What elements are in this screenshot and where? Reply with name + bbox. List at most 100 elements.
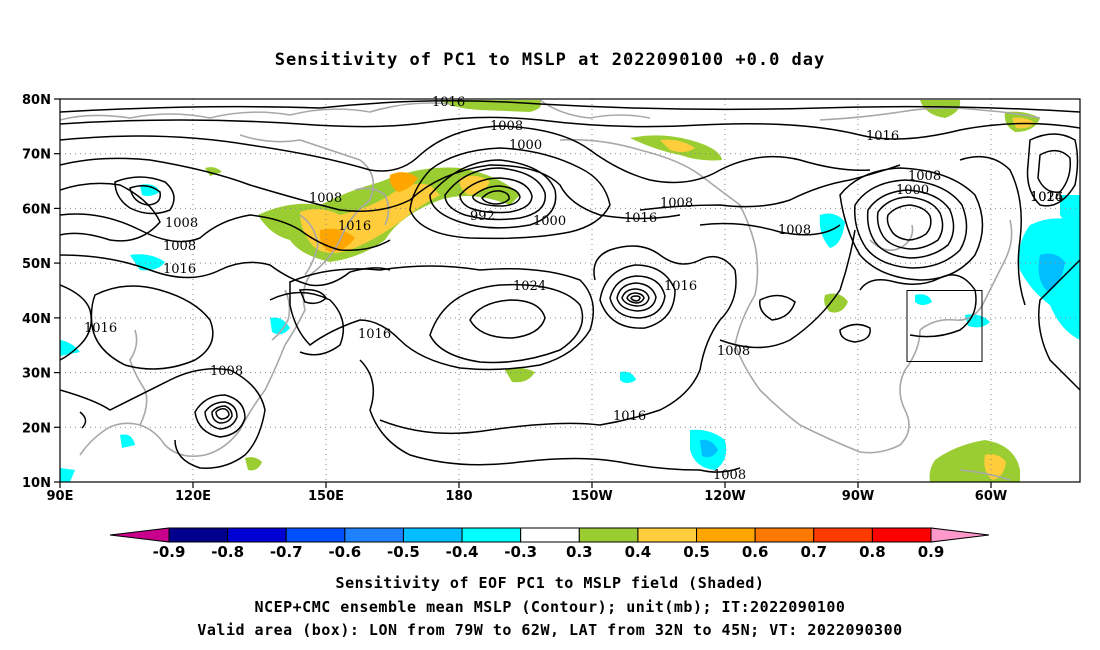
colorbar-cell [696,527,756,543]
shade-negative [819,213,845,248]
shade-negative [700,439,718,458]
lon-labels: 90E 120E 150E 180 150W 120W 90W 60W [47,489,1008,504]
shade-negative [1060,195,1080,230]
colorbar-cell [813,527,873,543]
contour-label: 1016 [624,211,657,226]
colorbar-label: -0.8 [211,543,244,560]
lon-label: 180 [445,489,472,504]
shade-positive [205,167,222,176]
contour-label: 1008 [778,223,811,238]
contour-label: 1016 [664,279,697,294]
contour-label: 1008 [490,119,523,134]
colorbar-label: -0.6 [328,543,361,560]
colorbar-cell [402,527,463,543]
colorbar-cell [578,527,639,543]
colorbar-cell [285,527,346,543]
shade-positive [660,139,695,153]
contour-label: 1016 [432,95,465,110]
shade-negative [620,371,636,383]
lat-label: 20N [22,421,51,436]
shade-negative [60,468,75,482]
colorbar-cell [871,527,932,543]
contour-label: 1016 [1030,190,1063,205]
lat-label: 30N [22,367,51,382]
contour-label: 1016 [338,219,371,234]
shade-negative [60,340,80,356]
lat-label: 60N [22,202,51,217]
footer-line-valid-area: Valid area (box): LON from 79W to 62W, L… [197,621,903,639]
contour-label: 1008 [660,196,693,211]
lon-label: 60W [975,489,1007,504]
contour-label: 1008 [713,468,746,483]
chart-title: Sensitivity of PC1 to MSLP at 2022090100… [274,50,826,70]
contour-label: 1000 [896,183,929,198]
lon-label: 150W [571,489,612,504]
valid-area-box [906,290,983,362]
shade-negative [915,294,932,305]
shade-negative [120,434,135,448]
contour-label: 1008 [165,216,198,231]
colorbar-cell [520,527,580,543]
contour-label: 992 [470,209,495,224]
plot-frame [59,98,1081,483]
shade-positive [920,100,961,118]
contour-label: 1000 [509,138,542,153]
colorbar-label: 0.7 [800,543,827,560]
shade-positive [824,293,848,313]
contour-label: 1024 [513,279,546,294]
colorbar-label: -0.7 [270,543,303,560]
contour-labels: 1016 1008 1000 1016 1008 1000 1008 1016 … [84,95,1063,483]
contour-label: 1008 [163,239,196,254]
contour-label: 1008 [210,364,243,379]
colorbar-label: 0.3 [566,543,593,560]
lat-labels: 80N 70N 60N 50N 40N 30N 20N 10N [22,93,51,491]
colorbar-label: -0.3 [504,543,537,560]
contour-label: 1024 [1030,190,1063,205]
colorbar-label: -0.9 [153,543,186,560]
colorbar-label: 0.6 [742,543,769,560]
contour-label: 1008 [717,344,750,359]
coastlines [60,99,1041,481]
shade-negative [140,184,160,196]
colorbar-cell [461,527,522,543]
contour-label: 1016 [84,321,117,336]
shade-positive [245,457,262,471]
colorbar-cell [344,527,404,543]
colorbar-max-triangle [930,527,990,543]
contour-label: 1016 [358,327,391,342]
lon-label: 120W [704,489,745,504]
colorbar-label: 0.8 [859,543,886,560]
shade-positive [984,454,1006,480]
sensitivity-map: 1016 1008 1000 1016 1008 1000 1008 1016 … [22,93,1081,560]
mslp-contours [60,100,1080,473]
lon-label: 150E [308,489,344,504]
colorbar-cell [227,527,287,543]
contour-label: 1008 [309,191,342,206]
lat-label: 40N [22,312,51,327]
contour-label: 1016 [613,409,646,424]
footer-line-contour: NCEP+CMC ensemble mean MSLP (Contour); u… [254,598,846,616]
colorbar-min-triangle [109,527,170,543]
colorbar-cell [637,527,698,543]
tick-marks [54,98,992,488]
colorbar-label: 0.9 [918,543,945,560]
lon-label: 90E [47,489,74,504]
contour-label: 1016 [163,262,196,277]
colorbar-label: 0.4 [625,543,652,560]
shade-positive [389,172,418,192]
shade-positive [505,367,535,383]
colorbar-legend: -0.9 -0.8 -0.7 -0.6 -0.5 -0.4 -0.3 0.3 0.4 0.5 0.6… [109,527,990,560]
contour-label: 1016 [866,129,899,144]
lon-label: 120E [175,489,211,504]
colorbar-cell [754,527,815,543]
lat-label: 80N [22,93,51,108]
shade-negative [270,317,290,335]
graticule [60,99,1080,482]
colorbar-label: -0.5 [387,543,420,560]
colorbar-cell [168,527,229,543]
lat-label: 10N [22,476,51,491]
lon-label: 90W [842,489,874,504]
contour-label: 1000 [533,214,566,229]
lat-label: 50N [22,257,51,272]
lat-label: 70N [22,148,51,163]
